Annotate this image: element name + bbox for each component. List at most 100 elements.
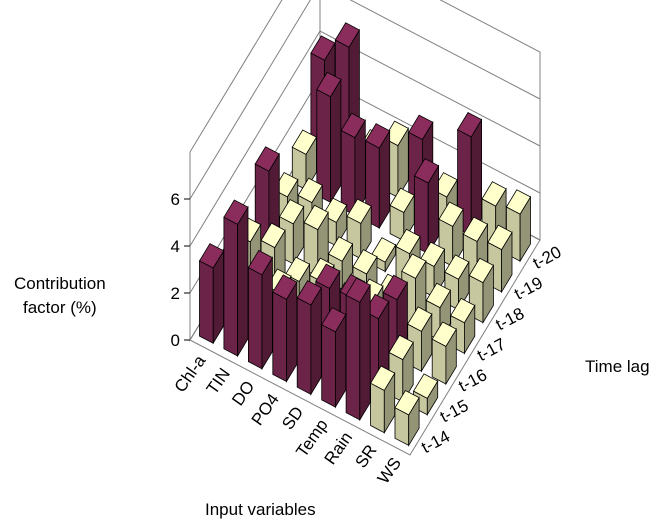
bar-face-top [505,189,532,215]
bar-face-top [383,120,409,147]
bar-face-front [247,266,263,370]
z-tick-label-6: 6 [171,190,180,209]
bar-WS-t-14 [394,389,420,447]
bar-face-side [261,256,273,371]
x-tick-label-PO4: PO4 [248,390,283,429]
bar-face-top [254,146,280,172]
z-axis-title-line1: Contribution [14,274,106,293]
bar-face-top [462,216,489,243]
bar-face-front [431,338,447,385]
bar-face-top [247,249,273,276]
bar-face-top [327,236,354,262]
y-tick-label-t-14: t-14 [418,427,453,458]
bar-face-front [340,129,356,216]
bar-face-side [330,78,342,204]
bar-face-front [272,291,287,383]
bar-Rain-t-20 [457,111,483,238]
bar-face-top [394,389,420,416]
y-axis-title: Time lag [585,357,650,376]
bar-Chl-a-t-14 [198,243,225,345]
bar-face-top [364,293,390,320]
z-axis-ticks: 0 2 4 6 [171,190,190,350]
bar-face-top [345,277,371,303]
y-tick-label-t-17: t-17 [474,335,509,366]
chart-bars [198,22,532,447]
x-tick-label-DO: DO [228,377,258,409]
bar-face-top [401,253,427,279]
x-tick-label-TIN: TIN [203,365,234,398]
bar-face-top [388,334,414,361]
z-axis-title-line2: factor (%) [23,298,97,317]
bar-face-top [279,198,305,225]
bar-face-front [199,260,214,344]
bar-face-top [468,257,494,284]
bar-face-top [407,306,433,332]
bar-WS-t-19 [487,224,513,294]
bar-face-top [457,111,483,138]
bar-face-top [395,228,421,255]
x-tick-label-WS: WS [374,454,405,487]
bar-face-top [413,373,439,399]
bar-Rain-t-14 [345,277,371,422]
bar-face-top [444,254,470,280]
bar-face-front [296,297,312,395]
bar-face-top [382,274,408,301]
bar-face-top [431,321,457,347]
x-tick-label-SD: SD [278,403,307,433]
z-tick-label-2: 2 [171,284,180,303]
x-tick-label-Chl-a: Chl-a [171,351,210,396]
bar-WS-t-17 [450,297,476,355]
bar-face-top [450,297,476,324]
bar-face-top [370,365,396,391]
bar-face-side [359,283,371,422]
y-tick-label-t-20: t-20 [530,242,565,273]
bar-face-top [438,201,464,227]
bar-face-side [310,286,322,396]
bar-TIN-t-14 [223,199,249,358]
y-tick-label-t-16: t-16 [455,365,490,396]
bar-face-top [284,256,311,283]
bar-face-front [223,216,239,357]
bar-face-top [223,199,249,225]
z-tick-label-0: 0 [171,331,180,350]
y-tick-label-t-19: t-19 [511,273,546,304]
bar-face-top [346,198,372,224]
bar-face-top [352,249,378,275]
gridline-z-4 [189,30,541,247]
bar-face-top [316,71,342,98]
bar-face-top [260,222,286,249]
bar-WS-t-16 [431,321,457,386]
gridline-z-6 [189,0,541,200]
x-axis-title: Input variables [205,500,316,519]
bar-Temp-t-14 [321,306,347,409]
bar-face-top [487,224,513,251]
y-tick-label-t-18: t-18 [493,304,528,335]
bar-face-top [272,274,298,300]
bar-PO4-t-19 [365,123,391,230]
bar-face-front [370,382,385,434]
bar-face-top [273,171,299,198]
bar-face-top [425,282,451,309]
bar-face-side [237,205,249,358]
bar-DO-t-14 [247,249,273,371]
bar-face-top [413,158,440,184]
bar-PO4-t-14 [272,274,298,383]
bar-SD-t-14 [296,280,322,396]
bar-face-top [419,241,446,268]
bar-SR-t-14 [370,365,396,435]
bar-face-top [315,263,341,289]
bar-face-top [296,280,322,306]
bar-face-top [481,181,507,207]
bar-TIN-t-19 [316,71,342,204]
bar-face-top [297,177,323,204]
bar-face-front [345,294,361,421]
bar-face-top [365,123,391,149]
bar-face-top [408,114,434,141]
bar-face-top [370,237,397,263]
bar-face-front [321,324,336,408]
bar-Temp-t-19 [413,158,440,255]
y-tick-label-t-15: t-15 [437,396,472,427]
bar-DO-t-19 [340,112,366,217]
bar-face-top [340,112,366,139]
